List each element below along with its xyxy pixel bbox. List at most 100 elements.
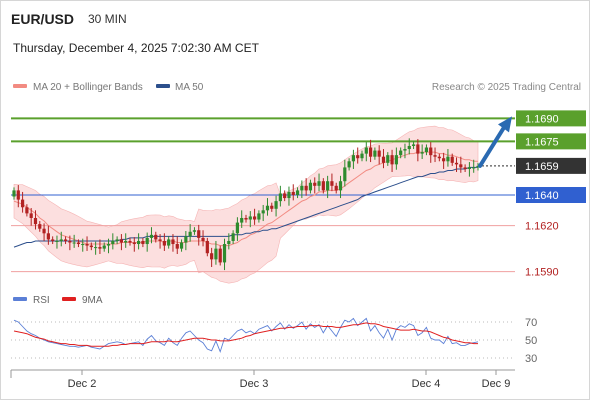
candle xyxy=(446,149,450,167)
x-tick-label-3: Dec 9 xyxy=(482,378,511,390)
level-tag-3 xyxy=(516,187,586,203)
candle-body xyxy=(295,190,300,195)
rsi-legend-swatch xyxy=(13,297,27,301)
ma20-legend-swatch xyxy=(13,84,27,88)
candle xyxy=(317,173,321,192)
candle-body xyxy=(38,224,42,229)
candle xyxy=(364,142,368,162)
candle xyxy=(291,184,295,201)
candle-body xyxy=(175,244,179,249)
candle-body xyxy=(132,242,136,245)
candle-body xyxy=(145,237,149,245)
candle-body xyxy=(98,247,102,249)
candle-body xyxy=(360,153,364,159)
candle-body xyxy=(386,155,390,163)
candle-body xyxy=(381,156,386,163)
candle xyxy=(295,187,300,199)
candle-body xyxy=(179,242,184,249)
candle-body xyxy=(308,182,313,191)
x-tick-label-0: Dec 2 xyxy=(68,378,97,390)
candle-body xyxy=(368,147,373,157)
timeframe-label: 30 MIN xyxy=(88,12,127,26)
candle-body xyxy=(149,234,154,238)
candle xyxy=(98,239,102,254)
candle-body xyxy=(265,205,270,211)
candle xyxy=(278,185,282,207)
rsi-tick-label-2: 30 xyxy=(525,353,537,365)
candle xyxy=(12,187,16,200)
candle-body xyxy=(222,244,227,263)
candle-body xyxy=(416,144,420,154)
candle xyxy=(214,240,218,265)
x-axis: Dec 2 Dec 3 Dec 4 Dec 9 xyxy=(10,370,511,390)
candle-body xyxy=(184,236,188,243)
candle xyxy=(472,159,476,173)
candle-body xyxy=(240,217,244,223)
candle-body xyxy=(270,205,274,209)
candle xyxy=(300,180,304,199)
candle xyxy=(386,152,390,166)
candle xyxy=(274,195,278,217)
candle-body xyxy=(399,150,403,156)
level-label-0: 1.1690 xyxy=(525,113,559,125)
candle-body xyxy=(356,155,360,159)
candle-body xyxy=(411,144,416,146)
candle xyxy=(321,178,325,194)
candle-body xyxy=(59,239,63,241)
candle xyxy=(377,145,381,165)
candle xyxy=(356,147,360,164)
candle xyxy=(235,217,240,241)
candle-body xyxy=(351,155,356,162)
candle xyxy=(102,242,106,252)
rsi-tick-label-0: 70 xyxy=(525,317,537,329)
candle-body xyxy=(210,253,214,260)
candle-body xyxy=(42,228,46,234)
candle-body xyxy=(94,247,98,249)
candle xyxy=(399,147,403,159)
candle xyxy=(437,153,441,162)
candle-body xyxy=(321,181,325,191)
candle xyxy=(442,152,446,169)
candle xyxy=(394,147,398,170)
candle-body xyxy=(46,233,50,240)
candle-body xyxy=(115,239,119,241)
candle xyxy=(424,144,429,156)
candle xyxy=(51,236,55,245)
candle xyxy=(111,233,115,250)
candle xyxy=(459,156,463,173)
candle xyxy=(218,245,222,266)
candle xyxy=(205,237,209,257)
candle xyxy=(106,238,111,254)
candle xyxy=(81,238,85,252)
candle xyxy=(252,208,257,225)
candle xyxy=(188,224,192,242)
candle xyxy=(175,236,179,254)
candle-body xyxy=(364,147,368,154)
candle-body xyxy=(291,191,295,195)
candle xyxy=(334,182,338,194)
candle-body xyxy=(429,147,433,156)
level-label-2: 1.1659 xyxy=(525,161,559,173)
candle-body xyxy=(283,193,287,199)
candle xyxy=(128,237,132,246)
candle xyxy=(192,227,197,235)
datetime-label: Thursday, December 4, 2025 7:02:30 AM CE… xyxy=(13,41,260,55)
candle xyxy=(326,175,330,199)
candle xyxy=(16,185,20,208)
candle-body xyxy=(463,167,467,169)
candle xyxy=(55,235,59,249)
candle xyxy=(72,234,76,248)
candle xyxy=(149,227,154,244)
candle xyxy=(141,237,145,248)
candle-body xyxy=(407,145,411,150)
candle xyxy=(132,237,136,252)
candle-body xyxy=(162,240,166,246)
candle-body xyxy=(16,190,20,200)
level-label-1: 1.1675 xyxy=(525,136,559,148)
candle xyxy=(265,198,270,216)
candle-body xyxy=(171,239,175,245)
candle-body xyxy=(235,222,240,234)
candle xyxy=(89,242,93,251)
candle-body xyxy=(106,244,111,246)
